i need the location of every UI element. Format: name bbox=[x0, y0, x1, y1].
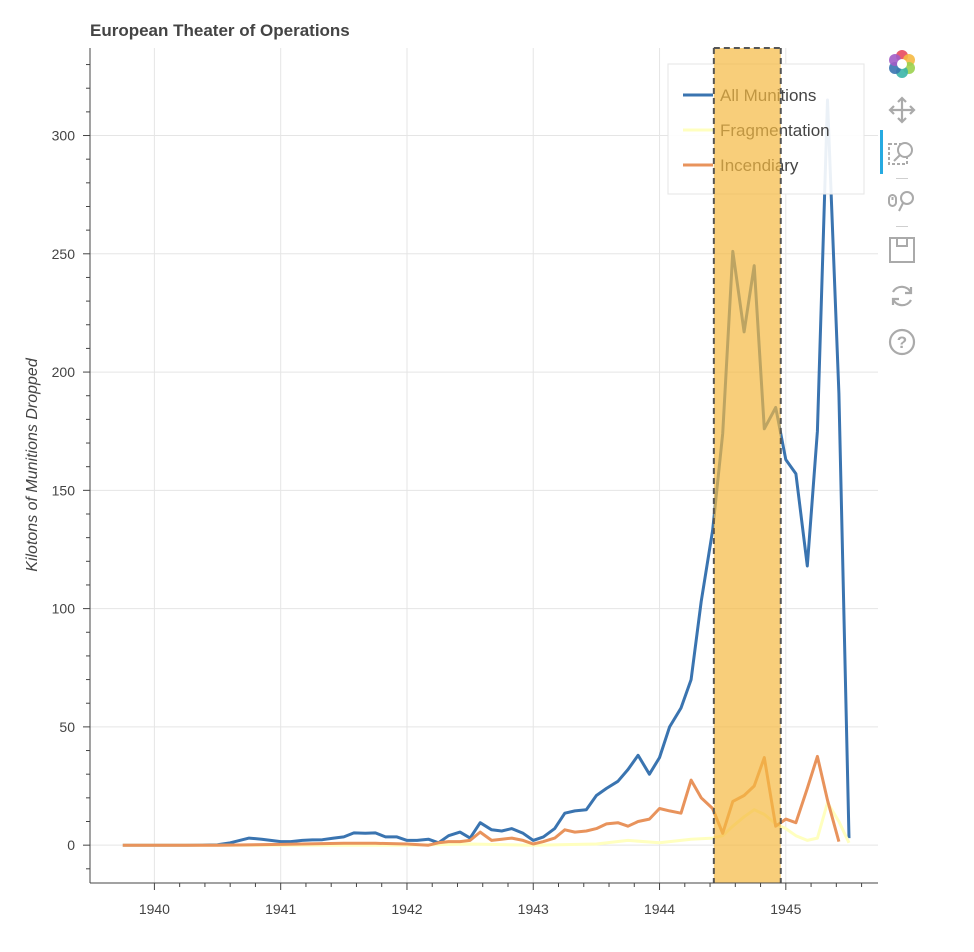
y-tick-label: 300 bbox=[52, 128, 76, 144]
highlight-band bbox=[713, 48, 781, 883]
chart-title: European Theater of Operations bbox=[90, 21, 350, 40]
y-tick-label: 0 bbox=[67, 837, 75, 853]
y-tick-label: 250 bbox=[52, 246, 76, 262]
x-tick-label: 1940 bbox=[139, 901, 170, 917]
help-icon[interactable]: ? bbox=[884, 324, 920, 360]
y-tick-label: 200 bbox=[52, 364, 76, 380]
x-tick-label: 1941 bbox=[265, 901, 296, 917]
toolbar-separator bbox=[896, 226, 908, 227]
x-tick-label: 1944 bbox=[644, 901, 675, 917]
highlight-band-layer bbox=[712, 47, 782, 883]
y-tick-label: 100 bbox=[52, 601, 76, 617]
x-tick-label: 1945 bbox=[770, 901, 801, 917]
reset-icon[interactable] bbox=[884, 278, 920, 314]
active-tool-indicator bbox=[880, 130, 883, 174]
axes-layer: 1940 1941 1942 1943 1944 1945 0 50 100 150 200 250 3… bbox=[52, 48, 878, 917]
y-tick-label: 150 bbox=[52, 482, 76, 498]
chart-svg: European Theater of Operations All Munit… bbox=[24, 21, 878, 917]
x-tick-label: 1942 bbox=[391, 901, 422, 917]
wheel-zoom-icon[interactable] bbox=[884, 184, 920, 220]
x-tick-label: 1943 bbox=[518, 901, 549, 917]
y-axis-label: Kilotons of Munitions Dropped bbox=[24, 357, 41, 572]
toolbar-separator bbox=[896, 178, 908, 179]
save-icon[interactable] bbox=[884, 232, 920, 268]
y-tick-label: 50 bbox=[59, 719, 75, 735]
box-zoom-icon[interactable] bbox=[884, 136, 920, 172]
pan-icon[interactable] bbox=[884, 92, 920, 128]
bokeh-logo-icon[interactable] bbox=[884, 46, 920, 82]
svg-text:?: ? bbox=[897, 333, 907, 352]
toolbar: ? bbox=[880, 44, 924, 364]
